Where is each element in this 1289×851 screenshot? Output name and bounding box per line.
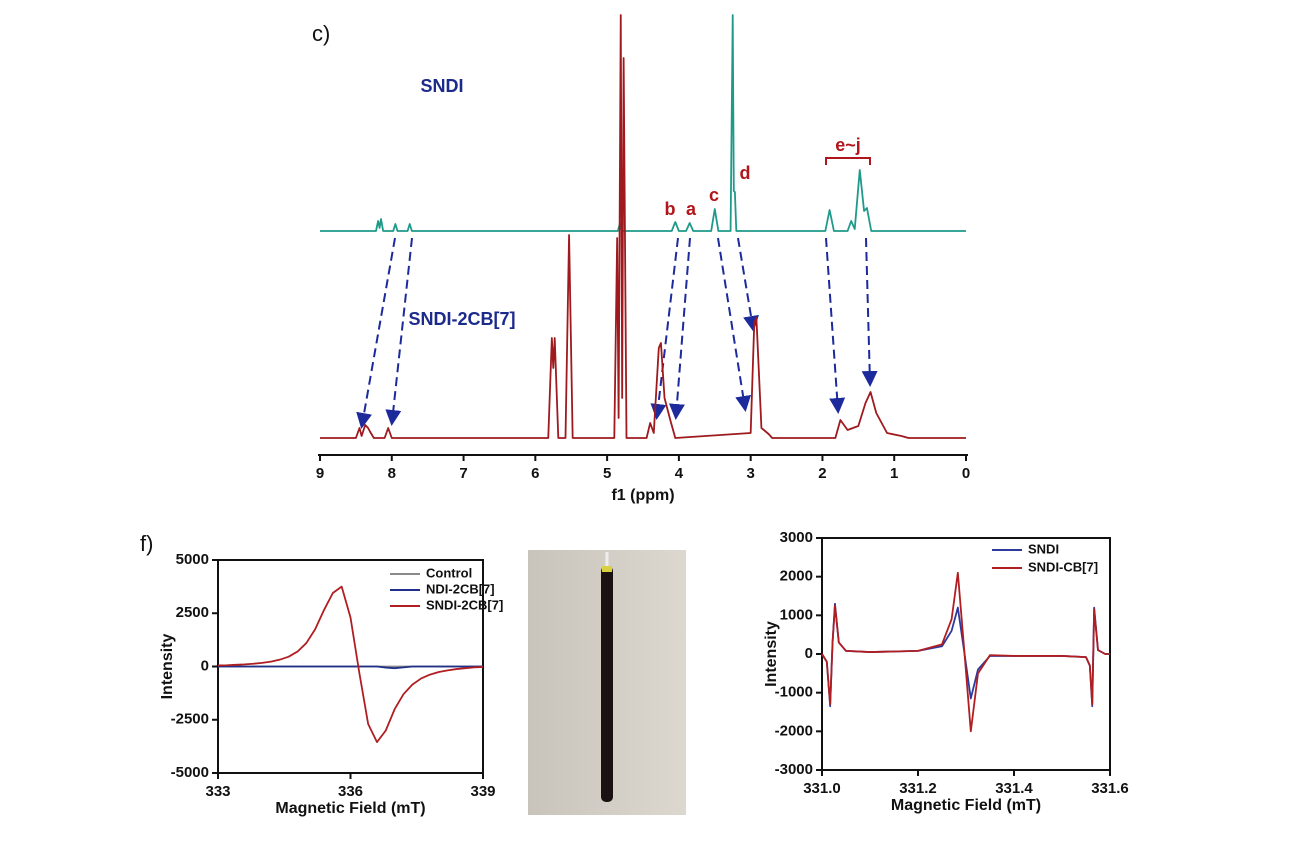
series-line	[320, 14, 966, 232]
x-tick-label: 9	[316, 465, 324, 482]
x-tick-label: 8	[388, 465, 396, 482]
series-line	[218, 665, 483, 670]
y-tick-label: -3000	[775, 761, 813, 778]
y-tick-label: -5000	[171, 764, 209, 781]
x-axis-label: f1 (ppm)	[611, 487, 674, 504]
series-line	[320, 14, 966, 439]
x-tick-label: 336	[338, 783, 363, 800]
peak-label: b	[665, 199, 676, 219]
x-tick-label: 2	[818, 465, 826, 482]
series-line	[217, 585, 484, 744]
y-tick-label: 2500	[176, 604, 209, 621]
y-tick-label: -2500	[171, 711, 209, 728]
y-tick-label: -1000	[775, 684, 813, 701]
x-tick-label: 3	[746, 465, 754, 482]
series-line	[821, 571, 1110, 733]
x-tick-label: 331.2	[899, 780, 937, 797]
x-tick-label: 0	[962, 465, 970, 482]
legend-label: Control	[426, 565, 472, 580]
x-tick-label: 5	[603, 465, 611, 482]
x-axis-label: Magnetic Field (mT)	[275, 800, 425, 817]
nmr-arrows	[356, 157, 878, 429]
peak-label: a	[686, 199, 697, 219]
legend-label: SNDI	[1028, 541, 1059, 556]
y-tick-label: 0	[201, 657, 209, 674]
x-tick-label: 331.0	[803, 780, 841, 797]
y-tick-label: -2000	[775, 722, 813, 739]
legend-label: SNDI-2CB[7]	[426, 597, 503, 612]
peak-label: d	[740, 163, 751, 183]
y-tick-label: 0	[805, 645, 813, 662]
y-axis-label: Intensity	[763, 621, 780, 687]
series-line	[821, 602, 1110, 708]
x-axis-label: Magnetic Field (mT)	[891, 797, 1041, 814]
x-tick-label: 1	[890, 465, 898, 482]
y-tick-label: 5000	[176, 551, 209, 568]
legend-label: NDI-2CB[7]	[426, 581, 495, 596]
y-tick-label: 2000	[780, 568, 813, 585]
series-label: SNDI	[420, 76, 463, 96]
series-label: SNDI-2CB[7]	[408, 309, 515, 329]
x-tick-label: 4	[675, 465, 684, 482]
x-tick-label: 331.6	[1091, 780, 1129, 797]
panel-label: c)	[312, 21, 330, 46]
x-tick-label: 333	[205, 783, 230, 800]
x-tick-label: 6	[531, 465, 539, 482]
panel-label: f)	[140, 531, 153, 556]
sample-photo	[528, 550, 686, 815]
x-tick-label: 339	[470, 783, 495, 800]
x-tick-label: 7	[459, 465, 467, 482]
peak-label: e~j	[835, 135, 861, 155]
y-tick-label: 1000	[780, 606, 813, 623]
peak-label: c	[709, 185, 719, 205]
y-axis-label: Intensity	[159, 634, 176, 700]
x-tick-label: 331.4	[995, 780, 1033, 797]
y-tick-label: 3000	[780, 529, 813, 546]
legend-label: SNDI-CB[7]	[1028, 559, 1098, 574]
